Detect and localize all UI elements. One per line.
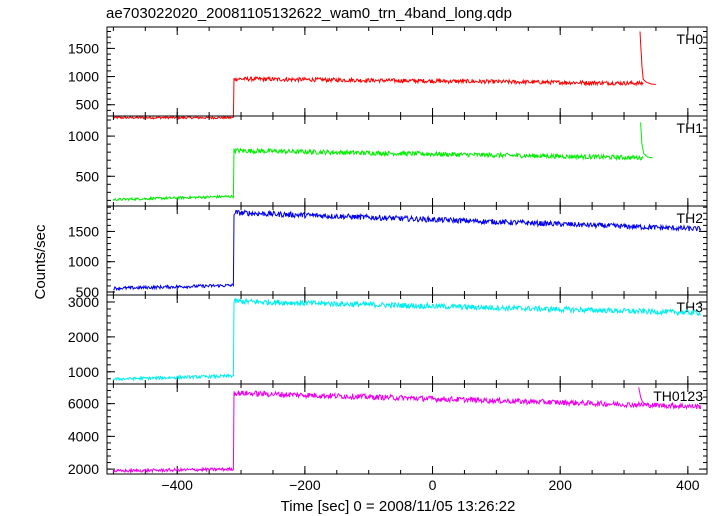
series-line <box>113 75 644 120</box>
x-tick-label: 0 <box>429 477 437 493</box>
panel-label: TH0 <box>677 31 704 47</box>
series-line <box>639 31 657 85</box>
panel-th2: 500 1000 1500 TH2 <box>68 205 708 300</box>
x-tick-label: 400 <box>676 477 700 493</box>
panel-frame <box>106 205 708 296</box>
panels: 500 1000 1500 TH0 500 1000 TH1 500 1000 1500 TH2 10… <box>68 26 708 493</box>
y-tick-label: 1000 <box>68 69 99 85</box>
y-tick-label: 500 <box>76 97 100 113</box>
panel-frame <box>106 26 708 117</box>
chart-title: ae703022020_20081105132622_wam0_trn_4ban… <box>106 5 512 22</box>
y-axis-label: Counts/sec <box>32 224 49 300</box>
x-tick-label: −400 <box>161 477 193 493</box>
x-tick-label: 200 <box>549 477 573 493</box>
y-tick-label: 4000 <box>68 428 99 444</box>
series-line <box>113 209 702 292</box>
panel-th0: 500 1000 1500 TH0 <box>68 26 708 120</box>
y-tick-label: 6000 <box>68 396 99 412</box>
x-tick-label: −200 <box>289 477 321 493</box>
y-tick-label: 3000 <box>68 294 99 310</box>
series-line <box>640 122 653 159</box>
y-tick-label: 1000 <box>68 364 99 380</box>
panel-th0123: 2000 4000 6000 TH0123 <box>68 383 708 477</box>
series-line <box>112 297 701 382</box>
y-tick-label: 500 <box>76 168 100 184</box>
x-axis-label: Time [sec] 0 = 2008/11/05 13:26:22 <box>281 498 516 515</box>
panel-label: TH0123 <box>653 388 703 404</box>
series-line <box>112 147 644 202</box>
panel-frame <box>106 383 708 475</box>
y-tick-label: 1500 <box>68 40 99 56</box>
series-line <box>638 387 651 406</box>
panel-th1: 500 1000 TH1 <box>68 115 708 207</box>
panel-label: TH2 <box>677 210 704 226</box>
y-tick-label: 1000 <box>68 128 99 144</box>
y-tick-label: 2000 <box>68 329 99 345</box>
panel-label: TH1 <box>677 120 704 136</box>
y-tick-label: 500 <box>76 284 100 300</box>
series-line <box>112 390 702 474</box>
y-tick-label: 1500 <box>68 223 99 239</box>
panel-frame <box>106 294 708 385</box>
panel-frame <box>106 115 708 207</box>
y-tick-label: 2000 <box>68 461 99 477</box>
y-tick-label: 1000 <box>68 254 99 270</box>
